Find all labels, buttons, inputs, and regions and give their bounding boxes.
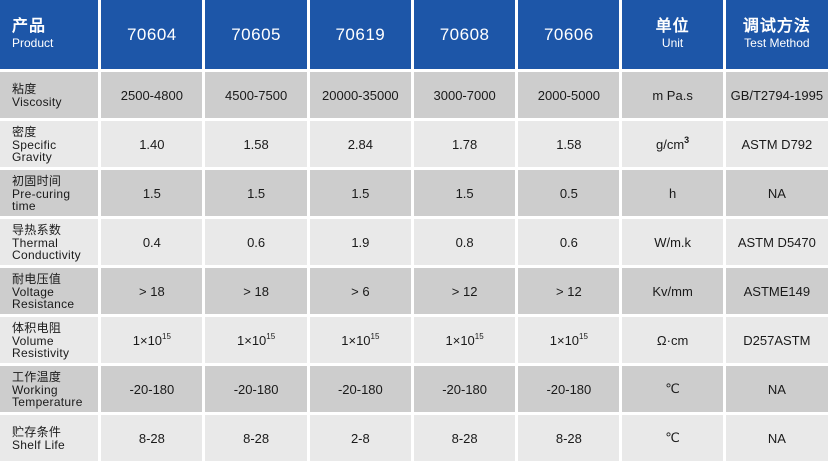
table-row: 体积电阻 Volume Resistivity 1×1015 1×1015 1×…: [0, 317, 828, 363]
property-name: 密度 Specific Gravity: [0, 121, 99, 167]
value-cell: 1×1015: [205, 317, 307, 363]
table-row: 密度 Specific Gravity 1.40 1.58 2.84 1.78 …: [0, 121, 828, 167]
value-cell: 1×1015: [518, 317, 620, 363]
header-row: 产品 Product 70604 70605 70619 70608 70606…: [0, 0, 828, 69]
table-row: 贮存条件 Shelf Life 8-28 8-28 2-8 8-28 8-28 …: [0, 415, 828, 461]
value-cell: > 6: [309, 268, 411, 314]
value-cell: 1.78: [413, 121, 516, 167]
value-cell: 1.5: [101, 170, 203, 216]
value-cell: 2500-4800: [101, 72, 203, 118]
header-product-code: 70619: [309, 0, 411, 69]
unit-cell: h: [622, 170, 723, 216]
value-cell: 1×1015: [101, 317, 203, 363]
header-test-method: 调试方法 Test Method: [725, 0, 828, 69]
unit-cell: g/cm3: [622, 121, 723, 167]
header-product-code: 70608: [413, 0, 516, 69]
header-unit: 单位 Unit: [622, 0, 723, 69]
unit-cell: Kv/mm: [622, 268, 723, 314]
value-cell: 20000-35000: [309, 72, 411, 118]
value-cell: 0.6: [205, 219, 307, 265]
value-cell: 8-28: [205, 415, 307, 461]
value-cell: 2-8: [309, 415, 411, 461]
table-row: 工作温度 Working Temperature -20-180 -20-180…: [0, 366, 828, 412]
value-cell: > 12: [413, 268, 516, 314]
header-product-code: 70605: [205, 0, 307, 69]
value-cell: 8-28: [413, 415, 516, 461]
value-cell: 2000-5000: [518, 72, 620, 118]
value-cell: -20-180: [309, 366, 411, 412]
header-product: 产品 Product: [0, 0, 99, 69]
value-cell: 4500-7500: [205, 72, 307, 118]
unit-cell: ℃: [622, 415, 723, 461]
value-cell: 1.5: [413, 170, 516, 216]
unit-cell: W/m.k: [622, 219, 723, 265]
value-cell: 1.40: [101, 121, 203, 167]
table-row: 初固时间 Pre-curing time 1.5 1.5 1.5 1.5 0.5…: [0, 170, 828, 216]
table-row: 导热系数 Thermal Conductivity 0.4 0.6 1.9 0.…: [0, 219, 828, 265]
value-cell: 8-28: [518, 415, 620, 461]
method-cell: NA: [725, 366, 828, 412]
value-cell: 0.8: [413, 219, 516, 265]
unit-superscript: 3: [684, 134, 690, 145]
value-cell: 3000-7000: [413, 72, 516, 118]
method-cell: NA: [725, 170, 828, 216]
value-cell: 0.6: [518, 219, 620, 265]
value-cell: -20-180: [518, 366, 620, 412]
value-cell: 2.84: [309, 121, 411, 167]
value-cell: > 12: [518, 268, 620, 314]
unit-cell: m Pa.s: [622, 72, 723, 118]
value-cell: 1.58: [518, 121, 620, 167]
method-cell: GB/T2794-1995: [725, 72, 828, 118]
value-cell: 1.58: [205, 121, 307, 167]
value-cell: > 18: [101, 268, 203, 314]
value-cell: 1×1015: [309, 317, 411, 363]
unit-cell: Ω·cm: [622, 317, 723, 363]
method-cell: ASTM D792: [725, 121, 828, 167]
table-row: 耐电压值 Voltage Resistance > 18 > 18 > 6 > …: [0, 268, 828, 314]
value-cell: 8-28: [101, 415, 203, 461]
table-row: 粘度 Viscosity 2500-4800 4500-7500 20000-3…: [0, 72, 828, 118]
value-cell: -20-180: [413, 366, 516, 412]
property-name: 耐电压值 Voltage Resistance: [0, 268, 99, 314]
value-cell: -20-180: [101, 366, 203, 412]
value-cell: 1.5: [205, 170, 307, 216]
value-cell: 0.4: [101, 219, 203, 265]
unit-cell: ℃: [622, 366, 723, 412]
property-name: 贮存条件 Shelf Life: [0, 415, 99, 461]
value-cell: 0.5: [518, 170, 620, 216]
property-name: 导热系数 Thermal Conductivity: [0, 219, 99, 265]
property-name: 体积电阻 Volume Resistivity: [0, 317, 99, 363]
header-product-code: 70606: [518, 0, 620, 69]
value-cell: 1.5: [309, 170, 411, 216]
value-cell: > 18: [205, 268, 307, 314]
method-cell: ASTME149: [725, 268, 828, 314]
method-cell: ASTM D5470: [725, 219, 828, 265]
value-cell: 1.9: [309, 219, 411, 265]
header-product-code: 70604: [101, 0, 203, 69]
property-name: 粘度 Viscosity: [0, 72, 99, 118]
property-name: 工作温度 Working Temperature: [0, 366, 99, 412]
method-cell: NA: [725, 415, 828, 461]
value-cell: -20-180: [205, 366, 307, 412]
method-cell: D257ASTM: [725, 317, 828, 363]
property-name: 初固时间 Pre-curing time: [0, 170, 99, 216]
value-cell: 1×1015: [413, 317, 516, 363]
